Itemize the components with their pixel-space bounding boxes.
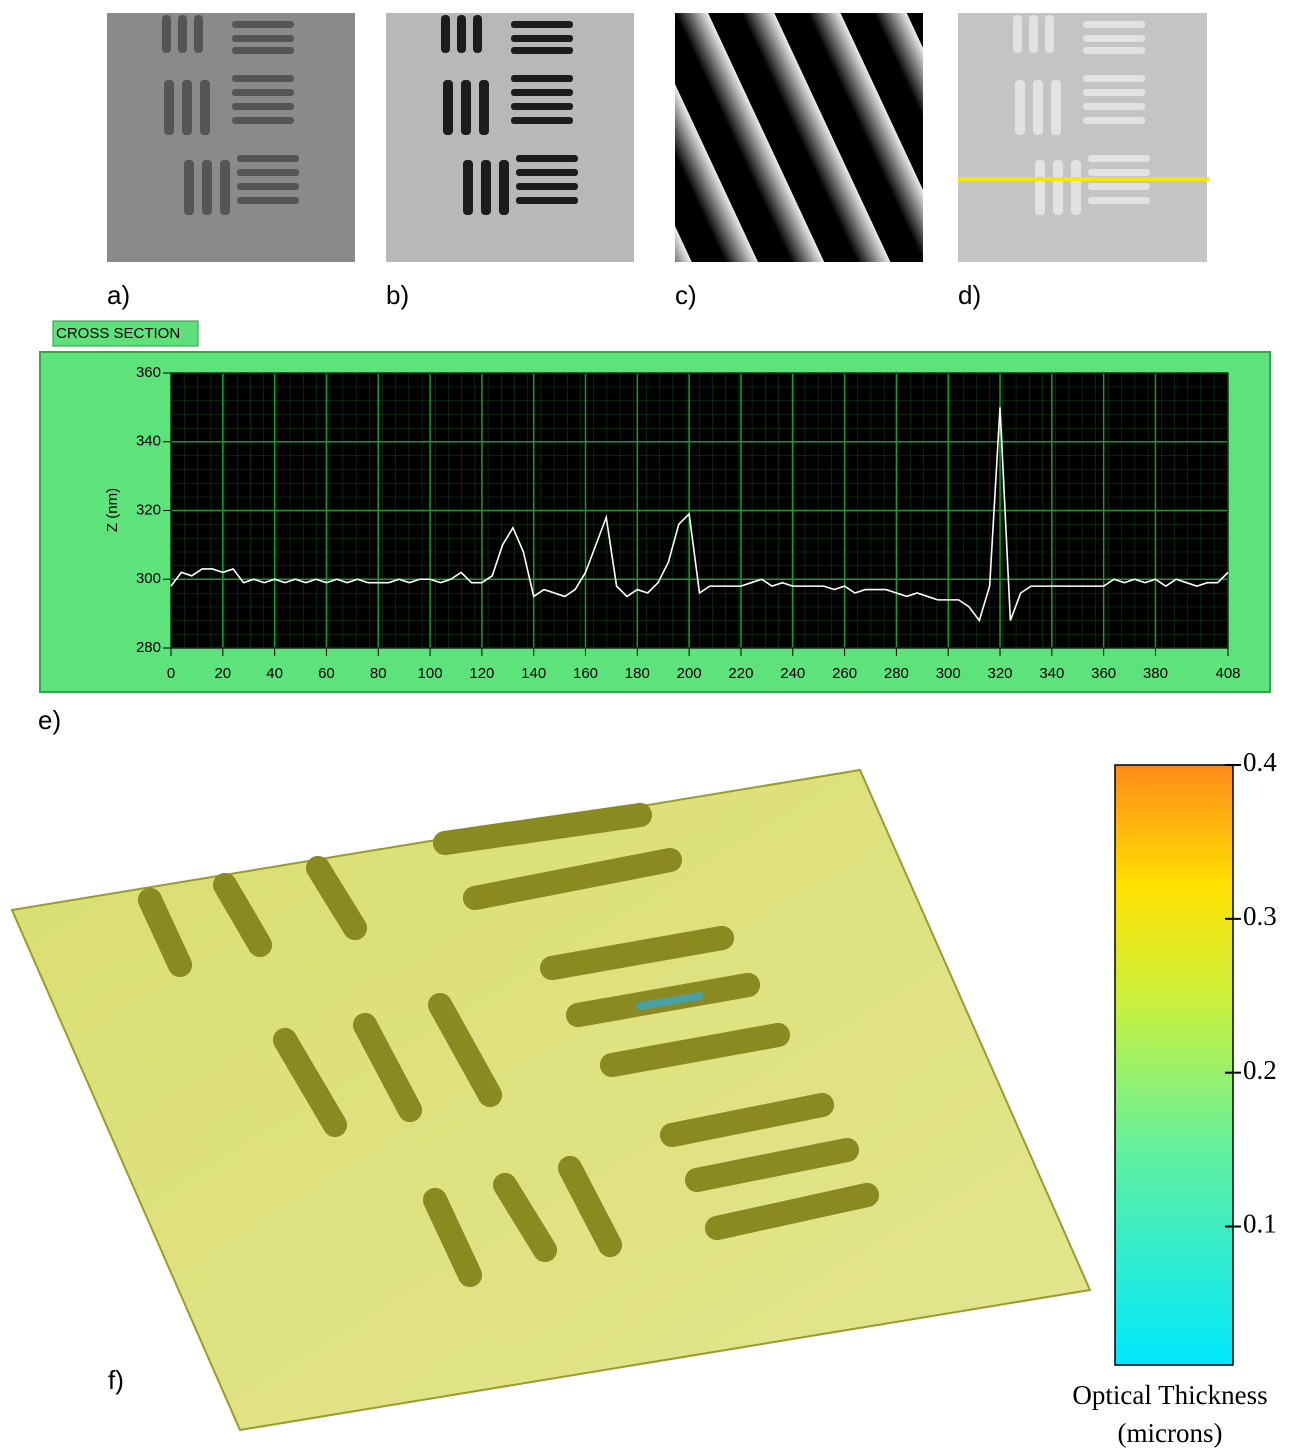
x-tick-label: 0: [167, 665, 175, 682]
x-tick-label: 280: [884, 665, 909, 682]
x-tick-label: 408: [1215, 665, 1240, 682]
y-tick-label: 280: [136, 639, 161, 656]
colorbar-tick-label: 0.1: [1243, 1209, 1277, 1239]
colorbar-title: (microns): [1118, 1418, 1223, 1448]
x-tick-label: 300: [936, 665, 961, 682]
x-tick-label: 340: [1039, 665, 1064, 682]
x-tick-label: 380: [1143, 665, 1168, 682]
y-tick-label: 340: [136, 433, 161, 450]
surface-3d: [10, 768, 1092, 1432]
panel-label: e): [38, 705, 61, 735]
x-tick-label: 160: [573, 665, 598, 682]
x-tick-label: 180: [625, 665, 650, 682]
colorbar-title: Optical Thickness: [1072, 1380, 1267, 1410]
y-tick-label: 360: [136, 364, 161, 381]
x-tick-label: 360: [1091, 665, 1116, 682]
panel-label: a): [107, 280, 130, 310]
x-tick-label: 140: [521, 665, 546, 682]
x-tick-label: 20: [214, 665, 231, 682]
chart-title: CROSS SECTION: [56, 325, 180, 342]
x-tick-label: 60: [318, 665, 335, 682]
x-tick-label: 220: [728, 665, 753, 682]
panel-label: f): [108, 1365, 124, 1395]
x-tick-label: 120: [469, 665, 494, 682]
panel-label: b): [386, 280, 409, 310]
x-tick-label: 80: [370, 665, 387, 682]
image-a: [107, 13, 355, 262]
x-tick-label: 100: [418, 665, 443, 682]
x-tick-label: 240: [780, 665, 805, 682]
x-tick-label: 260: [832, 665, 857, 682]
plot-frame: [170, 372, 1229, 649]
colorbar-tick-label: 0.2: [1243, 1055, 1277, 1085]
x-tick-label: 200: [677, 665, 702, 682]
y-tick-label: 300: [136, 570, 161, 587]
image-c: [675, 13, 923, 262]
data-line: [170, 407, 1229, 623]
colorbar: [1114, 764, 1234, 1366]
panel-label: d): [958, 280, 981, 310]
y-tick-label: 320: [136, 501, 161, 518]
panel-label: c): [675, 280, 697, 310]
badge: [52, 320, 199, 347]
y-axis-label: Z (nm): [104, 488, 121, 532]
image-b: [386, 13, 634, 262]
x-tick-label: 40: [266, 665, 283, 682]
colorbar-tick-label: 0.3: [1243, 901, 1277, 931]
colorbar-tick-label: 0.4: [1243, 747, 1277, 777]
x-tick-label: 320: [988, 665, 1013, 682]
image-d: [958, 13, 1209, 262]
